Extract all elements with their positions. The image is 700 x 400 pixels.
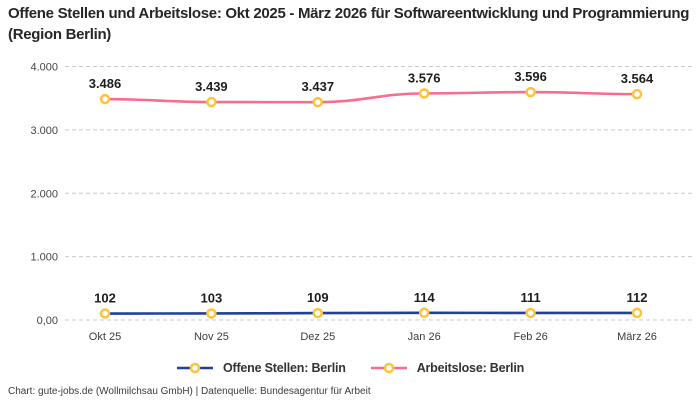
chart-attribution: Chart: gute-jobs.de (Wollmilchsau GmbH) … [8, 386, 371, 397]
data-point-marker[interactable] [418, 307, 430, 319]
data-point-marker[interactable] [312, 96, 324, 108]
legend-item-arbeitslose[interactable]: Arbeitslose: Berlin [370, 361, 524, 375]
data-point-marker[interactable] [418, 88, 430, 99]
data-point-label: 114 [414, 290, 436, 305]
data-point-label: 3.564 [621, 71, 654, 86]
data-point-marker[interactable] [525, 307, 536, 319]
data-point-label: 112 [627, 290, 648, 305]
y-axis-tick-label: 0,00 [37, 315, 58, 327]
data-point-label: 3.439 [195, 79, 228, 94]
y-axis-tick-label: 2.000 [30, 188, 58, 200]
chart-legend: Offene Stellen: Berlin Arbeitslose: Berl… [0, 361, 700, 375]
data-point-marker[interactable] [99, 93, 111, 105]
y-axis-tick-label: 3.000 [30, 125, 58, 137]
x-axis-tick-label: Jan 26 [408, 331, 441, 343]
data-point-label: 3.576 [408, 70, 441, 85]
data-point-label: 3.486 [89, 76, 122, 91]
legend-item-offene-stellen[interactable]: Offene Stellen: Berlin [176, 361, 346, 375]
x-axis-tick-label: Nov 25 [194, 331, 229, 343]
data-point-marker[interactable] [99, 308, 111, 319]
legend-line-marker-icon [370, 362, 407, 374]
series-line-arbeitslose [103, 90, 639, 104]
x-axis-tick-label: Dez 25 [300, 331, 335, 343]
data-point-marker[interactable] [631, 307, 643, 319]
data-point-label: 102 [94, 291, 116, 306]
data-point-label: 109 [307, 290, 329, 305]
series-line-offene-stellen [103, 311, 639, 315]
x-axis-tick-label: Feb 26 [513, 331, 547, 343]
data-point-marker[interactable] [525, 86, 536, 98]
data-point-marker[interactable] [206, 96, 217, 108]
legend-line-marker-icon [176, 362, 213, 374]
legend-label-offene-stellen: Offene Stellen: Berlin [222, 361, 346, 375]
chart-title: Offene Stellen und Arbeitslose: Okt 2025… [8, 5, 690, 43]
data-point-label: 3.437 [302, 79, 335, 94]
y-axis-tick-label: 1.000 [30, 252, 58, 264]
data-point-label: 3.596 [514, 69, 547, 84]
data-point-marker[interactable] [631, 88, 643, 100]
x-axis-tick-label: Okt 25 [89, 331, 121, 343]
data-point-label: 103 [201, 290, 223, 305]
y-axis-tick-label: 4.000 [30, 62, 58, 74]
data-point-label: 111 [520, 290, 540, 305]
data-point-marker[interactable] [206, 308, 217, 319]
legend-label-arbeitslose: Arbeitslose: Berlin [416, 361, 525, 375]
data-point-marker[interactable] [312, 307, 324, 319]
x-axis-tick-label: März 26 [617, 331, 657, 343]
